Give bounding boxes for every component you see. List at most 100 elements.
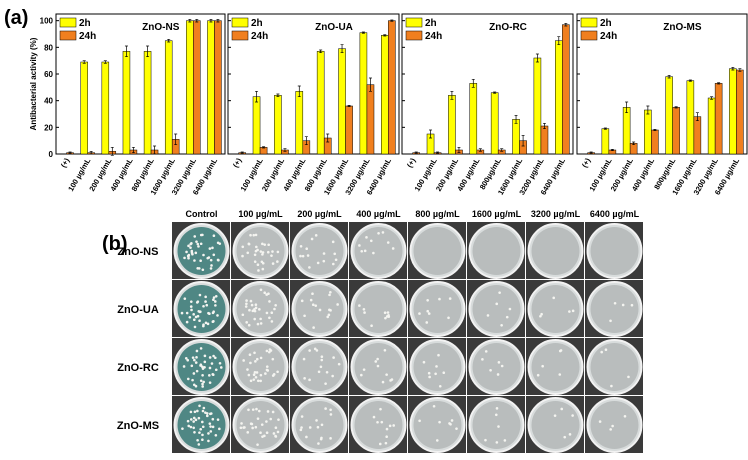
colony xyxy=(194,315,198,319)
colony xyxy=(209,258,213,262)
colony xyxy=(269,349,273,352)
colony xyxy=(598,420,602,423)
error-bar xyxy=(653,128,657,132)
colony xyxy=(447,316,450,320)
colony xyxy=(211,246,214,250)
bar xyxy=(295,91,304,155)
colony xyxy=(214,304,217,307)
row-label: ZnO-NS xyxy=(118,246,159,258)
colony xyxy=(271,410,275,414)
colony xyxy=(271,357,275,361)
colony xyxy=(484,438,487,442)
colony xyxy=(334,258,338,262)
colony xyxy=(376,420,379,424)
colony xyxy=(318,308,322,312)
colony xyxy=(208,356,212,359)
colony xyxy=(495,407,499,410)
colony xyxy=(241,254,244,258)
colony xyxy=(494,413,498,417)
colony xyxy=(192,318,196,322)
colony xyxy=(270,311,274,315)
error-bar xyxy=(153,145,157,155)
colony xyxy=(192,420,195,423)
bar xyxy=(274,95,282,155)
error-bar xyxy=(478,148,482,152)
colony xyxy=(219,366,223,369)
colony xyxy=(189,425,193,429)
colony xyxy=(211,425,215,429)
colony xyxy=(263,291,267,295)
colony xyxy=(251,408,255,411)
bar xyxy=(644,109,652,155)
colony xyxy=(272,432,276,435)
colony xyxy=(265,431,269,435)
error-bar xyxy=(304,136,308,146)
colony xyxy=(362,368,366,371)
colony xyxy=(568,310,571,313)
colony xyxy=(191,356,195,359)
colony xyxy=(558,373,562,376)
colony xyxy=(322,259,326,263)
y-axis-label: Antibacterial activity (%) xyxy=(29,37,38,130)
colony xyxy=(199,233,203,237)
colony xyxy=(208,422,212,425)
colony xyxy=(208,366,212,370)
colony xyxy=(389,379,392,382)
colony xyxy=(610,384,613,388)
colony xyxy=(214,433,218,437)
colony xyxy=(505,315,509,319)
error-bar xyxy=(146,45,150,58)
colony xyxy=(319,437,323,441)
bar xyxy=(359,32,368,155)
error-bar xyxy=(610,148,614,152)
bar xyxy=(448,95,456,155)
colony xyxy=(314,234,318,237)
colony xyxy=(256,263,260,267)
colony xyxy=(263,434,266,438)
colony xyxy=(360,249,364,253)
colony xyxy=(623,414,627,418)
error-bar xyxy=(283,148,287,152)
colony xyxy=(358,304,361,307)
colony xyxy=(328,308,331,312)
y-tick-label: 60 xyxy=(44,70,53,79)
colony xyxy=(427,371,431,375)
colony xyxy=(316,425,320,429)
colony xyxy=(254,425,258,429)
y-tick-label: 20 xyxy=(44,123,53,132)
bar xyxy=(252,96,261,155)
colony xyxy=(189,418,193,421)
colony xyxy=(274,303,277,307)
colony xyxy=(386,241,390,244)
colony xyxy=(189,410,193,414)
colony xyxy=(324,382,327,385)
colony xyxy=(376,357,379,361)
plate xyxy=(590,401,639,449)
colony xyxy=(246,431,250,434)
colony xyxy=(266,410,270,413)
colony xyxy=(208,381,212,384)
colony xyxy=(363,311,366,314)
legend-label: 24h xyxy=(600,31,617,42)
colony xyxy=(216,418,220,421)
colony xyxy=(185,320,189,324)
colony xyxy=(185,250,188,254)
colony xyxy=(241,245,245,249)
colony xyxy=(333,252,337,256)
colony xyxy=(308,349,311,352)
colony xyxy=(270,254,273,257)
colony xyxy=(558,349,562,353)
colony xyxy=(381,231,385,234)
colony xyxy=(383,311,387,315)
colony xyxy=(253,317,256,321)
colony xyxy=(325,370,329,374)
bar xyxy=(80,61,88,155)
colony xyxy=(254,360,257,363)
colony xyxy=(265,365,269,368)
bar xyxy=(672,107,680,155)
colony xyxy=(208,247,212,250)
colony xyxy=(216,241,220,245)
column-header: 6400 µg/mL xyxy=(590,209,640,219)
colony xyxy=(560,407,564,411)
